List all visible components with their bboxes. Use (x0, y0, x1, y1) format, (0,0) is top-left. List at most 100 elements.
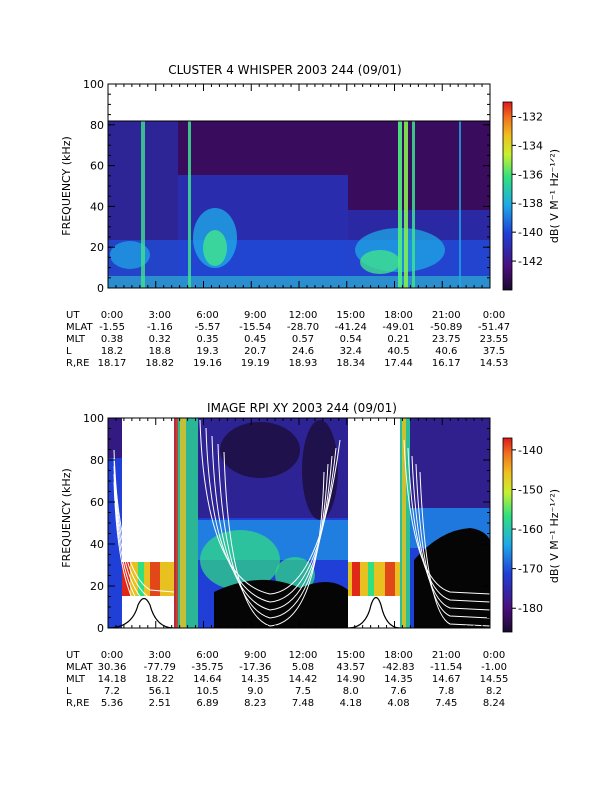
ephemeris-row-label: MLT (66, 334, 86, 345)
ephemeris-value: 6:00 (196, 650, 218, 661)
ephemeris-value: 18:00 (384, 650, 413, 661)
ephemeris-value: 0:00 (101, 310, 123, 321)
ephemeris-row-label: UT (66, 650, 80, 661)
panel2-main-block (174, 418, 178, 628)
ephemeris-value: 10.5 (196, 686, 218, 697)
ephemeris-value: 0.54 (340, 334, 362, 345)
panel1-burst (459, 121, 461, 288)
ephemeris-value: 14.67 (432, 674, 461, 685)
panel-cluster-whisper: CLUSTER 4 WHISPER 2003 244 (09/01) (60, 63, 561, 369)
ephemeris-row-label: UT (66, 310, 80, 321)
panel2-x-axis (107, 418, 491, 628)
panel2-colorbar-label: dB( V M⁻¹ Hz⁻¹ᐟ²) (548, 489, 561, 583)
panel2-black-region (214, 579, 348, 628)
ephemeris-value: 40.6 (435, 346, 457, 357)
panel1-burst (412, 121, 415, 288)
ephemeris-value: 32.4 (340, 346, 362, 357)
ephemeris-value: 3:00 (149, 310, 171, 321)
ephemeris-value: 14.42 (289, 674, 318, 685)
panel2-y-axis: 0 20 40 60 80 100 (83, 412, 490, 635)
ephemeris-value: -35.75 (191, 662, 223, 673)
ephemeris-value: 0:00 (483, 310, 505, 321)
panel1-spectrogram (108, 121, 490, 288)
ephemeris-value: 5.08 (292, 662, 314, 673)
ephemeris-value: 17.44 (384, 358, 413, 369)
y-tick-label: 20 (90, 580, 104, 593)
ephemeris-value: 16.17 (432, 358, 461, 369)
ephemeris-value: 3:00 (149, 650, 171, 661)
ephemeris-value: 2.51 (149, 698, 171, 709)
white-curve (113, 465, 175, 609)
panel2-white-curves (113, 419, 490, 627)
panel2-colorbar (502, 437, 513, 633)
panel2-peak-curve (108, 597, 175, 628)
ephemeris-value: 4.08 (387, 698, 409, 709)
y-tick-label: 40 (90, 538, 104, 551)
ephemeris-value: 23.55 (480, 334, 509, 345)
y-tick-label: 80 (90, 119, 104, 132)
colorbar-tick-label: -138 (518, 197, 543, 210)
ephemeris-value: 7.5 (295, 686, 311, 697)
y-tick-label: 60 (90, 496, 104, 509)
white-curve (113, 457, 175, 601)
ephemeris-value: 4.18 (340, 698, 362, 709)
ephemeris-value: 18.34 (336, 358, 365, 369)
panel2-peak-curve (347, 596, 401, 628)
panel1-ephemeris: UT 0:00 3:00 6:00 9:00 12:00 15:00 18:00 21:00 0:… (66, 310, 510, 369)
panel2-colorbar-ticks: -140 -150 -160 -170 -180 (512, 444, 543, 615)
ephemeris-value: 14.35 (384, 674, 413, 685)
panel2-dark-region (220, 422, 300, 478)
ephemeris-value: 8.0 (343, 686, 359, 697)
ephemeris-value: -77.79 (144, 662, 176, 673)
white-curve (113, 473, 175, 617)
y-tick-label: 100 (83, 78, 104, 91)
panel1-emission-patch (110, 241, 150, 269)
ephemeris-value: 0.35 (196, 334, 218, 345)
panel2-right-block (402, 418, 406, 628)
panel1-emission-patch (203, 230, 227, 266)
panel2-data-gap (348, 418, 400, 562)
panel2-low-band (122, 562, 130, 628)
panel1-burst (188, 121, 191, 288)
panel-image-rpi: IMAGE RPI XY 2003 244 (09/01) (60, 401, 561, 709)
ephemeris-value: 0.45 (244, 334, 266, 345)
ephemeris-value: -41.24 (335, 322, 367, 333)
white-curve (113, 481, 175, 625)
panel1-title: CLUSTER 4 WHISPER 2003 244 (09/01) (168, 63, 401, 77)
panel2-dark-region (410, 418, 490, 508)
ephemeris-value: 6:00 (196, 310, 218, 321)
panel1-colorbar (502, 101, 513, 291)
white-curve (415, 463, 490, 619)
colorbar-tick-label: -132 (518, 110, 543, 123)
ephemeris-value: 9:00 (244, 310, 266, 321)
ephemeris-value: 5.36 (101, 698, 123, 709)
panel1-colorbar-label: dB( V M⁻¹ Hz⁻¹ᐟ²) (548, 149, 561, 243)
ephemeris-value: 12:00 (289, 310, 318, 321)
ephemeris-row-label: MLT (66, 674, 86, 685)
ephemeris-value: -11.54 (430, 662, 462, 673)
panel2-low-band (352, 562, 360, 628)
ephemeris-value: -17.36 (239, 662, 271, 673)
white-curve (223, 451, 325, 627)
panel2-main-block (176, 418, 198, 628)
ephemeris-value: 14.53 (480, 358, 509, 369)
ephemeris-value: 37.5 (483, 346, 505, 357)
ephemeris-value: 18.93 (289, 358, 318, 369)
panel1-y-axis-label: FREQUENCY (kHz) (60, 136, 73, 236)
panel2-black-peaks (108, 596, 401, 628)
ephemeris-value: 15:00 (336, 650, 365, 661)
ephemeris-value: 18.2 (101, 346, 123, 357)
ephemeris-value: 7.6 (391, 686, 407, 697)
ephemeris-row-label: R,RE (66, 698, 89, 709)
panel2-main-block (180, 418, 186, 628)
ephemeris-value: 18.8 (149, 346, 171, 357)
ephemeris-row-label: R,RE (66, 358, 89, 369)
y-tick-label: 0 (97, 282, 104, 295)
y-tick-label: 80 (90, 454, 104, 467)
ephemeris-value: 20.7 (244, 346, 266, 357)
ephemeris-value: -1.55 (99, 322, 125, 333)
ephemeris-value: -1.00 (481, 662, 507, 673)
ephemeris-value: 19.16 (193, 358, 222, 369)
ephemeris-value: 8.24 (483, 698, 505, 709)
y-tick-label: 40 (90, 200, 104, 213)
